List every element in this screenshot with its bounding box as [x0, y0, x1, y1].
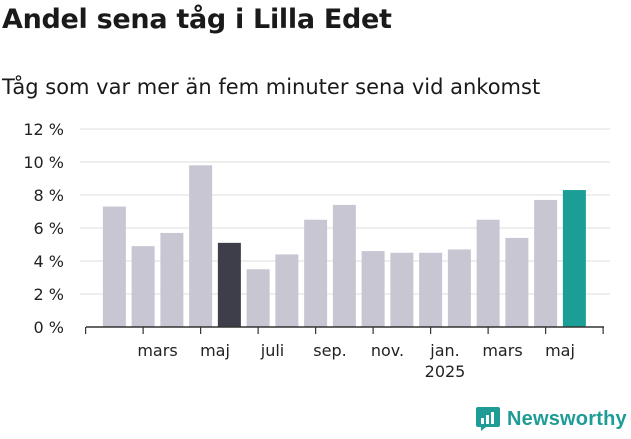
x-tick-label: maj: [545, 341, 575, 360]
bar: [476, 219, 500, 327]
bar: [361, 251, 385, 327]
bar: [275, 254, 299, 327]
chart-title: Andel sena tåg i Lilla Edet: [2, 4, 392, 35]
newsworthy-logo-icon: [476, 407, 500, 431]
bar: [102, 206, 126, 327]
x-year-label: 2025: [425, 362, 466, 381]
bar: [505, 237, 529, 327]
bar: [332, 204, 356, 327]
x-tick-label: nov.: [371, 341, 404, 360]
x-tick-label: sep.: [313, 341, 346, 360]
brand-name: Newsworthy: [507, 407, 627, 430]
bar: [131, 246, 155, 327]
bar: [217, 242, 241, 327]
bar: [562, 190, 586, 327]
y-tick-label: 6 %: [34, 219, 64, 238]
bar: [160, 232, 184, 327]
x-axis-labels: mars maj juli sep. nov. jan. mars maj 2025: [137, 341, 575, 381]
x-tick-label: jan.: [429, 341, 459, 360]
bar: [447, 249, 471, 327]
y-axis-labels: 0 % 2 % 4 % 6 % 8 % 10 % 12 %: [23, 120, 64, 337]
y-tick-label: 10 %: [23, 153, 64, 172]
bar: [390, 252, 414, 327]
x-axis: [85, 326, 604, 334]
chart-subtitle: Tåg som var mer än fem minuter sena vid …: [2, 75, 541, 99]
bar: [189, 165, 213, 327]
bar: [534, 199, 558, 327]
bars: [102, 165, 586, 327]
bar: [246, 269, 270, 327]
y-tick-label: 0 %: [34, 318, 64, 337]
y-tick-label: 8 %: [34, 186, 64, 205]
newsworthy-logo: Newsworthy: [475, 406, 627, 432]
x-tick-label: maj: [200, 341, 230, 360]
x-tick-label: mars: [137, 341, 177, 360]
bar: [419, 252, 443, 327]
x-tick-label: mars: [482, 341, 522, 360]
y-tick-label: 2 %: [34, 285, 64, 304]
x-tick-label: juli: [260, 341, 284, 360]
y-tick-label: 4 %: [34, 252, 64, 271]
bar: [304, 219, 328, 327]
y-tick-label: 12 %: [23, 120, 64, 139]
